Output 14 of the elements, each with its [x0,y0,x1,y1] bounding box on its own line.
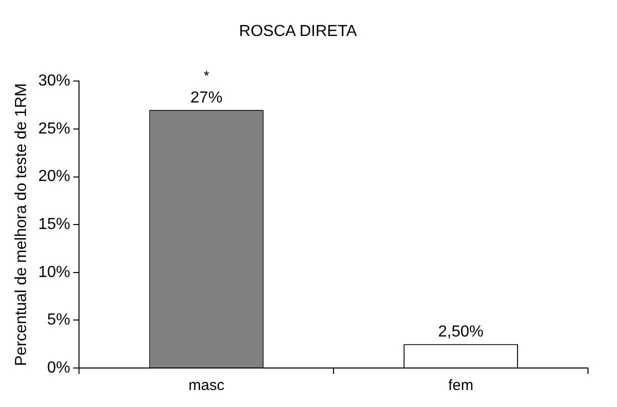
y-tick-label: 30% [38,72,70,90]
y-tick-label: 0% [47,359,70,376]
y-axis-title: Percentual de melhora do teste de 1RM [13,83,30,366]
y-tick-label: 5% [47,312,70,329]
annotation: * [204,68,210,84]
data-label: 2,50% [438,324,484,341]
y-tick-label: 10% [38,264,70,281]
data-label: 27% [190,89,222,106]
x-tick-label: masc [188,377,225,394]
x-tick-label: fem [448,377,474,394]
y-tick-label: 25% [38,120,70,138]
y-tick-label: 20% [38,168,70,186]
y-tick-label: 15% [38,216,70,234]
chart-title: ROSCA DIRETA [239,23,358,40]
